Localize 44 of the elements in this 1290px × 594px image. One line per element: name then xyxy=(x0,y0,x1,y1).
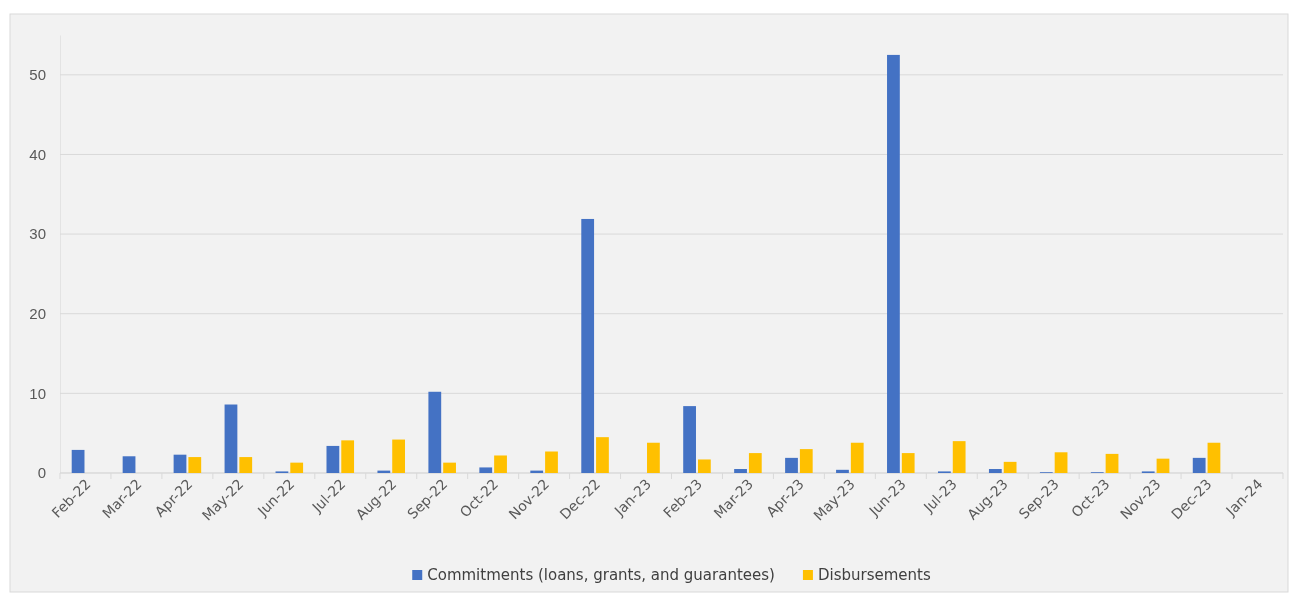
bar xyxy=(1105,453,1119,473)
bar xyxy=(428,391,442,473)
y-tick-label: 20 xyxy=(29,305,46,323)
y-tick-label: 10 xyxy=(29,384,46,402)
y-tick-label: 30 xyxy=(29,225,46,243)
y-tick-label: 50 xyxy=(29,66,46,84)
bar xyxy=(887,54,900,473)
bar xyxy=(734,469,747,473)
bar xyxy=(479,467,493,473)
bar xyxy=(697,459,711,473)
bar xyxy=(683,406,696,473)
y-tick-label: 40 xyxy=(29,145,46,163)
bar xyxy=(443,462,456,473)
bar xyxy=(1156,458,1170,473)
bar xyxy=(1054,452,1068,473)
bar xyxy=(392,439,406,473)
bar xyxy=(1192,457,1206,473)
bar xyxy=(647,442,660,473)
bar xyxy=(1207,442,1221,473)
bar xyxy=(494,455,507,473)
bar xyxy=(545,451,558,473)
legend-label: Commitments (loans, grants, and guarantees) xyxy=(427,566,775,584)
bar xyxy=(122,456,136,473)
bar xyxy=(988,469,1002,473)
bar xyxy=(224,404,238,473)
bar xyxy=(799,449,813,473)
bar xyxy=(173,454,187,473)
bar xyxy=(326,445,340,473)
bar xyxy=(239,457,253,473)
bar xyxy=(1003,461,1017,473)
bar xyxy=(341,440,355,473)
bar xyxy=(596,437,609,473)
bar xyxy=(952,441,966,473)
y-tick-label: 0 xyxy=(37,464,46,482)
bar xyxy=(836,469,849,473)
bar xyxy=(850,442,864,473)
bar xyxy=(748,453,762,473)
bar xyxy=(581,218,595,473)
bar xyxy=(188,457,202,473)
bar xyxy=(71,449,85,473)
bar xyxy=(785,457,798,473)
bar xyxy=(901,453,915,473)
bar xyxy=(290,462,304,473)
legend-label: Disbursements xyxy=(817,566,931,584)
